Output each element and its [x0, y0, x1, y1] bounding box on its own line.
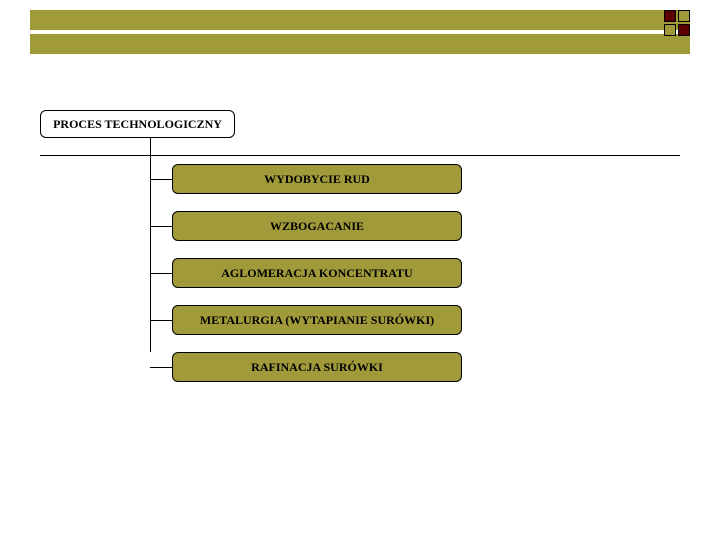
child-label: WZBOGACANIE — [270, 219, 364, 234]
child-node: WYDOBYCIE RUD — [172, 164, 462, 194]
child-label: METALURGIA (WYTAPIANIE SURÓWKI) — [200, 313, 434, 328]
child-connector — [150, 320, 172, 321]
root-node: PROCES TECHNOLOGICZNY — [40, 110, 235, 138]
corner-square — [664, 24, 676, 36]
child-label: AGLOMERACJA KONCENTRATU — [221, 266, 412, 281]
corner-square — [678, 10, 690, 22]
header-band-1 — [30, 10, 690, 30]
corner-squares — [660, 10, 690, 40]
corner-square — [678, 24, 690, 36]
child-label: WYDOBYCIE RUD — [264, 172, 370, 187]
child-connector — [150, 179, 172, 180]
child-label: RAFINACJA SURÓWKI — [251, 360, 383, 375]
child-connector — [150, 273, 172, 274]
header-band-2 — [30, 34, 690, 54]
child-node: AGLOMERACJA KONCENTRATU — [172, 258, 462, 288]
main-hline — [40, 155, 680, 156]
child-node: METALURGIA (WYTAPIANIE SURÓWKI) — [172, 305, 462, 335]
child-node: WZBOGACANIE — [172, 211, 462, 241]
corner-square — [664, 10, 676, 22]
child-node: RAFINACJA SURÓWKI — [172, 352, 462, 382]
child-connector — [150, 367, 172, 368]
root-label: PROCES TECHNOLOGICZNY — [53, 117, 222, 132]
child-connector — [150, 226, 172, 227]
